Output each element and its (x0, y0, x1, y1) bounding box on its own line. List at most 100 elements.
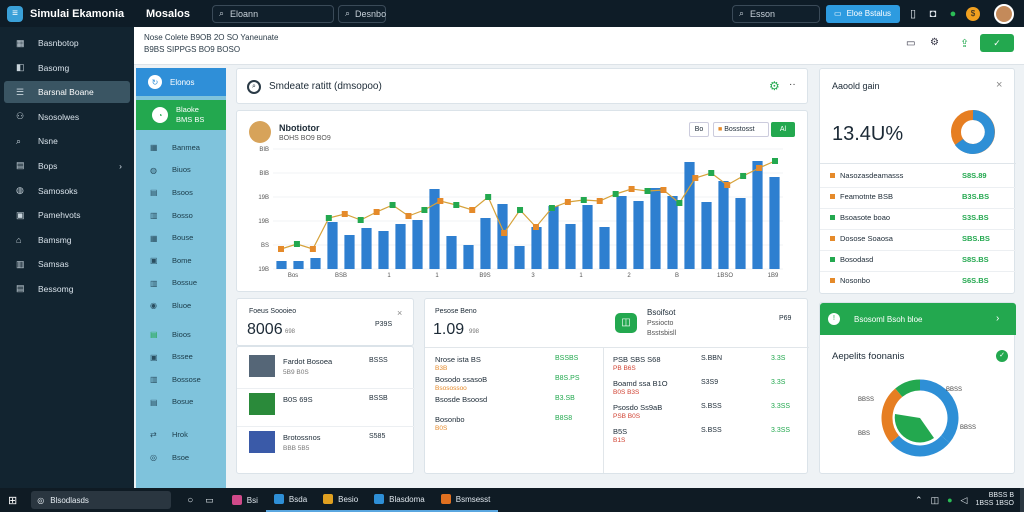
windows-start-icon[interactable]: ⊞ (8, 494, 18, 507)
top-search-input[interactable]: ⌕ Eloann (212, 4, 334, 23)
secondary-nav-label: Bouse (172, 233, 194, 243)
detail-name[interactable]: Boamd ssa B1O (613, 379, 668, 388)
line-point (724, 182, 731, 188)
sidebar-item[interactable]: ⌕ Nsne (4, 130, 130, 152)
secondary-nav-label: Bssee (172, 352, 193, 362)
chevron-up-icon[interactable]: ⌃ (915, 494, 923, 505)
secondary-nav-item[interactable]: ▤ Bioos (136, 323, 226, 346)
clock[interactable]: BBSS B 1BSS 1BSO (975, 492, 1014, 507)
detail-name[interactable]: Psosdo Ss9aB (613, 403, 663, 412)
order-name[interactable]: Bosonbo (435, 415, 465, 424)
screen-icon[interactable]: ▭ (906, 38, 916, 49)
more-icon[interactable]: ·· (789, 79, 796, 90)
widgets-icon[interactable]: ▭ (205, 494, 214, 505)
secondary-nav-item[interactable]: ⇄ Hrok (136, 423, 226, 446)
close-icon[interactable]: × (996, 79, 1003, 91)
stat-value: SBS.BS (962, 234, 990, 243)
module-name[interactable]: Mosalos (146, 7, 191, 20)
nav-item-icon: ▣ (150, 352, 158, 362)
settings-icon[interactable]: ⚙ (930, 37, 939, 48)
sidebar-item[interactable]: ▤ Bessomg (4, 278, 130, 300)
save-button[interactable]: ✓ (980, 34, 1014, 52)
status-icon[interactable]: ● (949, 7, 957, 20)
bar (599, 227, 610, 269)
stat-label[interactable]: Bosodasd (840, 255, 874, 264)
close-icon[interactable]: × (397, 308, 403, 318)
primary-action-button[interactable]: ▭ Eloe Bstalus (826, 4, 900, 23)
kpi3-title: Bsoifsot (647, 308, 676, 317)
taskbar-search[interactable]: ◎ Blsodlasds (31, 491, 172, 509)
product-name[interactable]: B0S 69S (283, 395, 313, 404)
sidebar-item[interactable]: ⌂ Bamsmg (4, 229, 130, 251)
sidebar-item[interactable]: ◍ Samosoks (4, 180, 130, 202)
gauge-icon: ◔ (152, 107, 168, 123)
stat-label[interactable]: Feamotnte BSB (840, 192, 893, 201)
order-name[interactable]: Nrose ista BS (435, 355, 481, 364)
bar (548, 206, 559, 269)
sidebar-item[interactable]: ▣ Pamehvots (4, 204, 130, 226)
order-value: B3.SB (555, 395, 575, 402)
sidebar-item[interactable]: ◧ Basomg (4, 57, 130, 79)
stat-label[interactable]: Dosose Soaosa (840, 234, 893, 243)
order-name[interactable]: Bosodo ssasoB (435, 375, 488, 384)
segment-c[interactable]: Al (771, 122, 795, 137)
export-icon[interactable]: ⇪ (960, 38, 970, 50)
detail-name[interactable]: PSB SBS S68 (613, 355, 661, 364)
task-view-icon[interactable]: ○ (187, 494, 194, 506)
speaker-icon[interactable]: ◁ (960, 494, 968, 505)
taskbar-app[interactable]: Besio (315, 488, 367, 512)
global-search-input[interactable]: ⌕ Esson (732, 4, 820, 23)
secondary-nav-item[interactable]: ◍ Biuos (136, 159, 226, 182)
sidebar-item[interactable]: ⚇ Nsosolwes (4, 106, 130, 128)
secondary-nav-item[interactable]: ▤ Bosue (136, 391, 226, 414)
secondary-nav-item[interactable]: ◎ Bsoe (136, 446, 226, 469)
product-name[interactable]: Brotossnos (283, 433, 321, 442)
chevron-right-icon[interactable]: › (996, 313, 1000, 324)
secondary-nav-item[interactable]: ▣ Bssee (136, 345, 226, 368)
secondary-nav-item[interactable]: ▣ Bome (136, 249, 226, 272)
avatar[interactable] (994, 3, 1014, 24)
secondary-nav-item[interactable]: ▥ Bossue (136, 272, 226, 295)
taskbar-app[interactable]: Blasdoma (366, 488, 433, 512)
sidebar: ▦ Basnbotop ◧ Basomg ☰ Barsnal Boane ⚇ Nsosolwe… (0, 27, 134, 488)
stat-label[interactable]: Bsoasote boao (840, 213, 891, 222)
secondary-nav-item[interactable]: ▥ Bosso (136, 204, 226, 227)
secondary-search[interactable]: ⌕ Desnbo (338, 4, 386, 23)
columns-icon[interactable]: ▯ (909, 8, 917, 20)
pie-label: BBSS (858, 397, 875, 403)
order-value: B8S.PS (555, 375, 580, 382)
secondary-nav-item[interactable]: ▥ Bossose (136, 368, 226, 391)
sidebar-item[interactable]: ☰ Barsnal Boane (4, 81, 130, 104)
network-icon[interactable]: ◫ (930, 494, 940, 505)
detail-name[interactable]: B5S (613, 427, 628, 436)
chart-avatar (249, 121, 271, 143)
segment-b[interactable]: ■ Bosstosst (713, 122, 769, 137)
secondary-nav-active[interactable]: ◔ Blaoke BMS BS (136, 100, 226, 130)
sidebar-item[interactable]: ▥ Samsas (4, 253, 130, 275)
users-icon: ⚇ (16, 111, 25, 122)
secondary-nav-item[interactable]: ▦ Banmea (136, 136, 226, 159)
check-icon[interactable]: ✓ (996, 350, 1008, 362)
secondary-nav-item[interactable]: ◉ Bluoe (136, 294, 226, 317)
gear-icon[interactable]: ⚙ (769, 79, 780, 93)
stat-label[interactable]: Nasozasdeamasss (840, 171, 904, 180)
sidebar-item[interactable]: ▤ Bops › (4, 155, 130, 177)
stat-label[interactable]: Nosonbo (840, 276, 871, 285)
secondary-nav-item[interactable]: ▤ Bsoos (136, 181, 226, 204)
sidebar-item[interactable]: ▦ Basnbotop (4, 32, 130, 54)
secondary-nav-label: Bome (172, 255, 192, 265)
product-name[interactable]: Fardot Bosoea (283, 357, 333, 366)
taskbar-app[interactable]: Bsmsesst (432, 488, 499, 512)
product-thumb (249, 431, 275, 453)
status-icon[interactable]: ● (947, 495, 953, 505)
order-name[interactable]: Bsosde Bsoosd (435, 395, 488, 404)
stat-value: S8S.BS (962, 255, 989, 264)
secondary-nav-header[interactable]: ↻ Elonos (136, 68, 226, 96)
bell-icon[interactable]: ◘ (929, 7, 937, 20)
segment-a[interactable]: Bo (689, 122, 709, 137)
taskbar-app[interactable]: Bsda (265, 488, 316, 512)
coin-icon[interactable]: $ (966, 6, 980, 21)
secondary-nav-item[interactable]: ▦ Bouse (136, 226, 226, 249)
show-desktop[interactable] (1020, 488, 1024, 512)
taskbar-app[interactable]: Bsi (224, 488, 266, 512)
